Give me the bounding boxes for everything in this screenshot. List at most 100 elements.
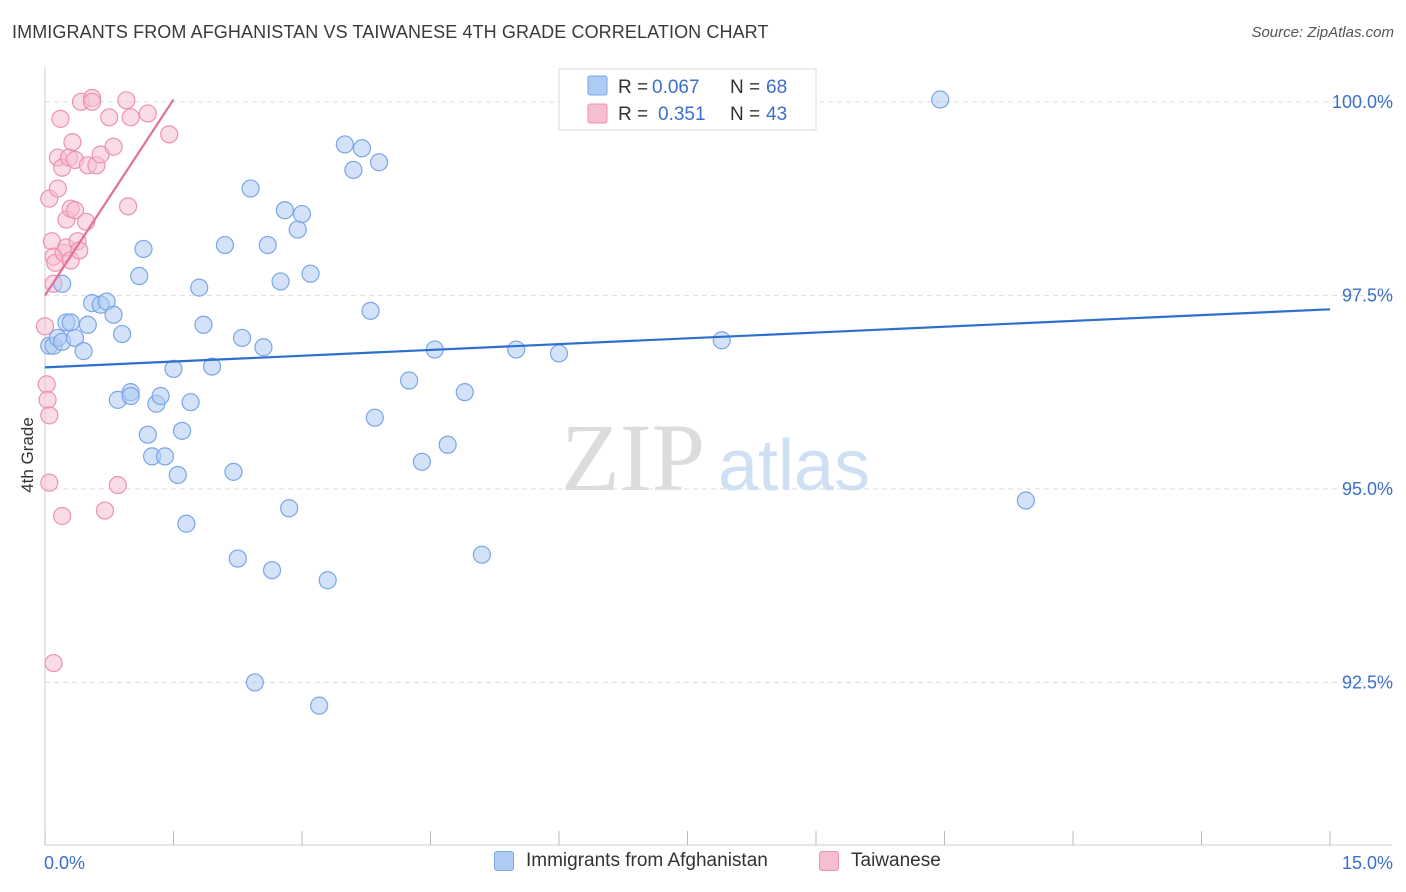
- legend-n-label-taiwanese: N =: [730, 104, 760, 125]
- taiwanese-point-37: [108, 475, 127, 495]
- afghanistan-point-17: [121, 386, 140, 406]
- y-tick-label-1: 95.0%: [1342, 479, 1393, 499]
- taiwanese-point-31: [83, 92, 102, 111]
- series-legend-label-taiwanese: Taiwanese: [851, 850, 941, 871]
- legend-r-label-afghanistan: R =: [618, 77, 648, 98]
- afghanistan-point-23: [151, 386, 170, 406]
- afghanistan-point-66: [931, 90, 950, 109]
- taiwanese-point-0: [35, 317, 55, 336]
- afghanistan-point-14: [112, 324, 132, 344]
- afghanistan-point-19: [134, 239, 153, 259]
- y-tick-labels: 92.5% 95.0% 97.5% 100.0%: [1332, 92, 1393, 693]
- afghanistan-swatch-icon: [494, 851, 514, 871]
- taiwanese-point-35: [100, 108, 119, 127]
- afghanistan-point-42: [271, 272, 290, 291]
- afghanistan-point-30: [190, 278, 209, 297]
- afghanistan-point-63: [549, 344, 569, 363]
- taiwanese-point-34: [95, 501, 115, 520]
- chart-title: IMMIGRANTS FROM AFGHANISTAN VS TAIWANESE…: [12, 22, 769, 42]
- afghanistan-point-13: [104, 305, 123, 324]
- afghanistan-point-51: [344, 160, 363, 180]
- taiwanese-trend-line: [44, 98, 175, 296]
- afghanistan-point-6: [61, 313, 80, 332]
- afghanistan-point-67: [1016, 491, 1035, 510]
- y-tick-label-2: 97.5%: [1342, 285, 1393, 305]
- taiwanese-points: [35, 88, 179, 673]
- legend-r-value-afghanistan: 0.067: [652, 77, 700, 98]
- afghanistan-point-54: [365, 408, 384, 427]
- afghanistan-point-34: [224, 462, 243, 481]
- afghanistan-point-46: [292, 204, 312, 224]
- afghanistan-point-25: [164, 359, 183, 379]
- correlation-legend: R = 0.067 N = 68 R = 0.351 N = 43: [558, 68, 817, 131]
- taiwanese-point-36: [104, 137, 123, 156]
- taiwanese-point-41: [138, 104, 157, 123]
- afghanistan-point-45: [288, 220, 307, 239]
- afghanistan-point-38: [245, 673, 264, 692]
- zipatlas-watermark: ZIP atlas: [561, 404, 870, 511]
- x-tick-label-0: 0.0%: [44, 853, 85, 873]
- afghanistan-point-41: [262, 561, 282, 580]
- afghanistan-points: [40, 90, 1035, 715]
- afghanistan-point-40: [258, 235, 277, 255]
- afghanistan-point-47: [301, 264, 320, 283]
- taiwanese-point-9: [44, 653, 63, 673]
- afghanistan-point-62: [507, 340, 526, 359]
- afghanistan-point-27: [172, 421, 192, 440]
- legend-r-label-taiwanese: R =: [618, 104, 648, 125]
- legend-swatch-afghanistan: [587, 75, 608, 96]
- afghanistan-point-18: [130, 266, 149, 286]
- afghanistan-point-56: [399, 371, 419, 390]
- taiwanese-point-2: [38, 390, 57, 409]
- afghanistan-point-35: [228, 549, 247, 568]
- taiwanese-point-40: [121, 108, 140, 127]
- afghanistan-point-59: [438, 435, 457, 454]
- afghanistan-point-61: [472, 545, 491, 564]
- legend-n-value-taiwanese: 43: [766, 104, 787, 125]
- series-legend: Immigrants from Afghanistan Taiwanese: [0, 850, 1406, 880]
- series-legend-afghanistan[interactable]: Immigrants from Afghanistan: [494, 850, 768, 872]
- legend-n-value-afghanistan: 68: [766, 77, 787, 98]
- taiwanese-point-42: [160, 125, 179, 144]
- afghanistan-point-33: [215, 235, 234, 255]
- watermark-zip: ZIP: [561, 404, 705, 511]
- afghanistan-point-7: [65, 328, 85, 348]
- afghanistan-point-50: [335, 135, 354, 154]
- watermark-atlas: atlas: [718, 426, 870, 506]
- taiwanese-point-12: [48, 179, 67, 198]
- afghanistan-point-8: [74, 342, 93, 361]
- taiwanese-point-3: [40, 406, 59, 425]
- afghanistan-point-37: [241, 179, 260, 198]
- afghanistan-point-49: [318, 571, 337, 590]
- taiwanese-point-22: [63, 132, 82, 152]
- y-tick-label-3: 100.0%: [1332, 92, 1393, 112]
- afghanistan-point-52: [352, 139, 372, 158]
- taiwanese-point-38: [117, 91, 136, 110]
- series-legend-taiwanese[interactable]: Taiwanese: [819, 850, 941, 872]
- afghanistan-point-31: [194, 315, 213, 334]
- afghanistan-point-57: [412, 452, 432, 471]
- afghanistan-point-53: [361, 301, 380, 320]
- series-legend-label-afghanistan: Immigrants from Afghanistan: [526, 850, 768, 871]
- trend-lines: [44, 98, 1331, 369]
- legend-n-label-afghanistan: N =: [730, 77, 760, 98]
- legend-r-value-taiwanese: 0.351: [658, 104, 706, 125]
- afghanistan-point-24: [155, 447, 175, 466]
- taiwanese-point-24: [65, 201, 85, 220]
- x-tick-labels: 0.0% 15.0%: [44, 853, 1393, 873]
- afghanistan-point-20: [138, 425, 157, 444]
- afghanistan-point-55: [370, 153, 389, 172]
- y-tick-label-0: 92.5%: [1342, 672, 1393, 692]
- afghanistan-point-32: [202, 357, 222, 376]
- afghanistan-point-44: [280, 499, 299, 518]
- afghanistan-point-48: [310, 696, 329, 715]
- taiwanese-point-39: [118, 197, 138, 216]
- legend-swatch-taiwanese: [587, 103, 608, 124]
- taiwanese-point-13: [51, 109, 70, 128]
- chart-source: Source: ZipAtlas.com: [1251, 24, 1394, 41]
- afghanistan-point-60: [455, 383, 474, 402]
- afghanistan-trend-line: [44, 308, 1331, 369]
- taiwanese-swatch-icon: [819, 851, 839, 871]
- afghanistan-point-26: [168, 465, 187, 485]
